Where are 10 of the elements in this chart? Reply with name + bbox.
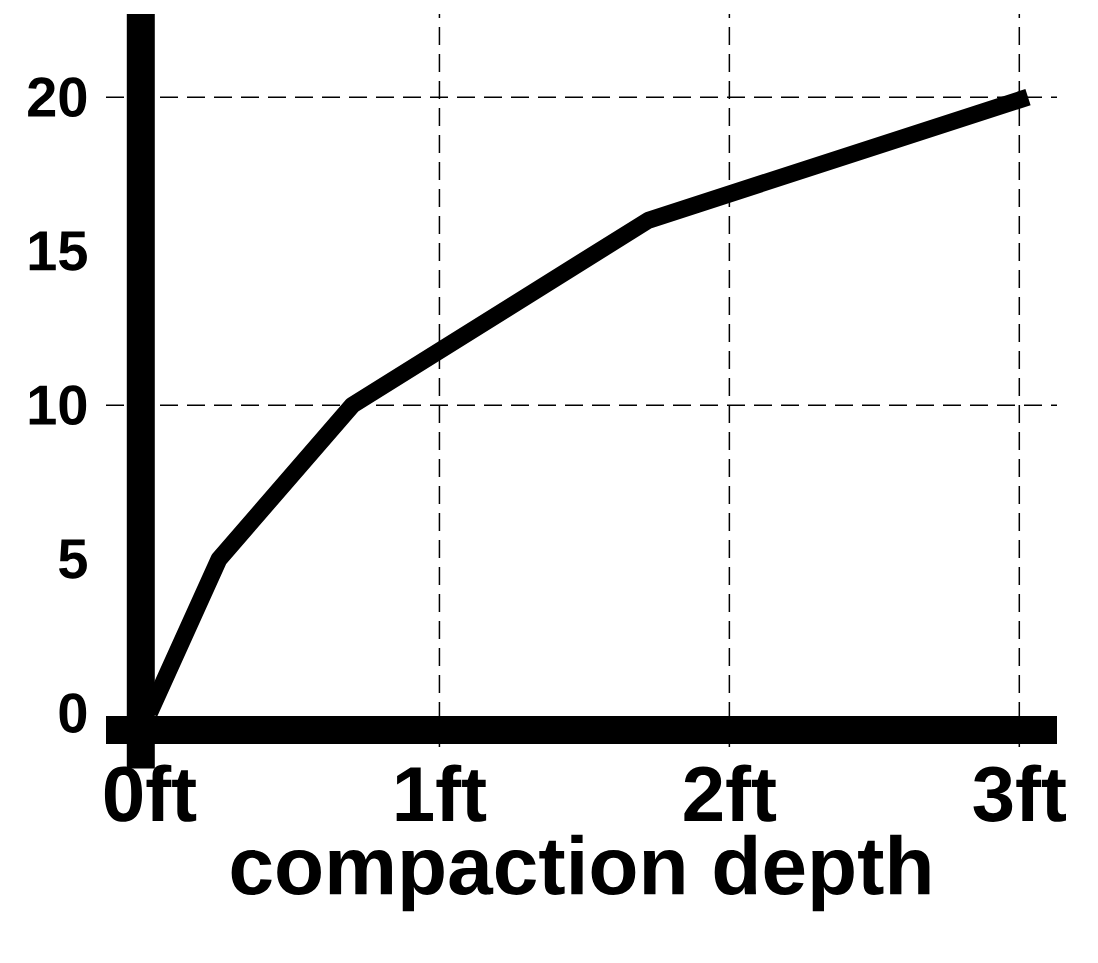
x-axis-title: compaction depth [231, 834, 930, 912]
y-tick-label: 15 [29, 231, 87, 271]
y-tick-label: 5 [59, 539, 87, 579]
x-tick-label: 0ft [104, 764, 197, 822]
y-tick-label: 10 [29, 385, 87, 425]
x-tick-label: 3ft [973, 764, 1066, 822]
y-tick-label: 20 [28, 77, 87, 117]
x-tick-label: 1ft [396, 764, 487, 822]
x-tick-label: 2ft [684, 764, 777, 822]
y-tick-label: 0 [59, 693, 87, 733]
